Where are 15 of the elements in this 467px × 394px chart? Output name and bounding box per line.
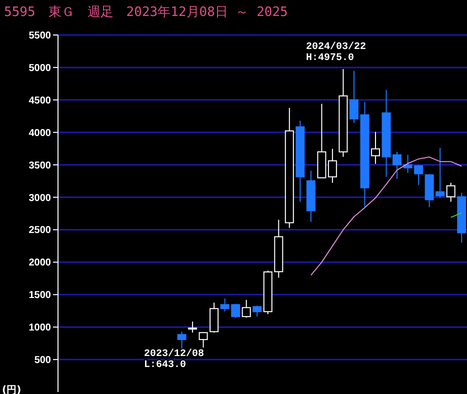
y-tick-label: 4000 bbox=[28, 128, 52, 139]
y-tick-label: 5000 bbox=[28, 62, 52, 74]
y-tick-label: 500 bbox=[34, 355, 52, 366]
y-tick-label: 1000 bbox=[28, 322, 52, 334]
y-tick-label: 4500 bbox=[28, 95, 52, 106]
y-tick-label: 2000 bbox=[28, 258, 52, 269]
y-tick-label: 5500 bbox=[28, 30, 52, 42]
y-tick-label: 3500 bbox=[28, 160, 52, 172]
y-tick-label: 2500 bbox=[28, 225, 52, 236]
chart-title: 5595 東Ｇ 週足 2023年12月08日 ～ 2025 bbox=[4, 5, 288, 20]
annotation: 2023/12/08 L:643.0 bbox=[144, 348, 204, 371]
line-series bbox=[310, 156, 462, 276]
annotation: 2024/03/22 H:4975.0 bbox=[306, 41, 366, 64]
y-tick-label: 1500 bbox=[28, 290, 52, 302]
y-tick-label: 3000 bbox=[28, 192, 52, 204]
